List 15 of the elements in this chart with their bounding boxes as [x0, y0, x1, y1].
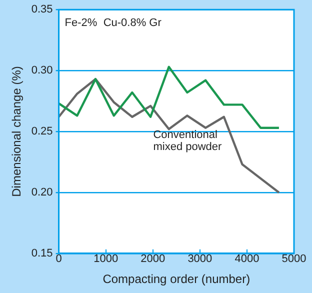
- x-tick-label: 2000: [140, 253, 166, 266]
- y-tick-label: 0.30: [31, 64, 53, 77]
- y-tick-label: 0.35: [31, 4, 53, 16]
- x-tick-label: 3000: [188, 253, 212, 266]
- y-tick-label: 0.15: [31, 247, 53, 260]
- y-axis-title: Dimensional change (%): [10, 66, 24, 197]
- series-label: Conventional mixed powder: [153, 129, 222, 154]
- x-tick-label: 5000: [282, 253, 306, 266]
- x-tick-label: 4000: [234, 253, 260, 266]
- y-tick-label: 0.20: [31, 186, 53, 198]
- x-axis-title: Compacting order (number): [102, 272, 250, 286]
- annotation: Fe-2% Cu-0.8% Gr: [64, 17, 162, 30]
- x-tick-label: 1000: [94, 253, 118, 266]
- x-tick-label: 0: [56, 253, 62, 266]
- y-tick-label: 0.25: [31, 126, 53, 138]
